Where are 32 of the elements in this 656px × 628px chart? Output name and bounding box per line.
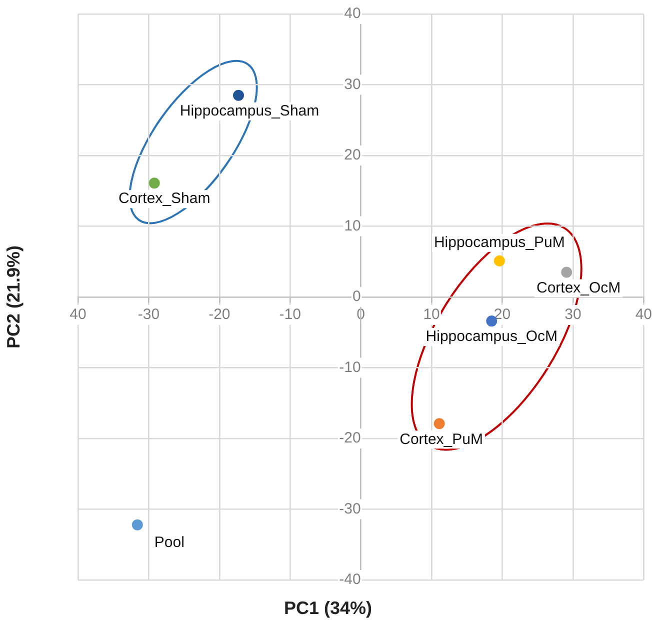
y-tick-label: -40	[339, 571, 361, 588]
series-label: Cortex_Sham	[118, 190, 210, 208]
series-label: Hippocampus_Sham	[180, 102, 320, 120]
x-tick-label: 40	[70, 306, 86, 324]
x-tick-label: 30	[564, 306, 582, 324]
y-tick-label: -10	[339, 358, 361, 376]
y-tick-label: 0	[352, 288, 361, 306]
y-tick-label: 10	[344, 217, 361, 234]
x-tick-label: -30	[138, 306, 160, 324]
x-axis-title: PC1 (34%)	[282, 598, 374, 619]
point	[132, 519, 143, 530]
x-tick-label: 20	[494, 306, 511, 324]
series-label: Hippocampus_OcM	[426, 328, 558, 346]
series-label: Cortex_PuM	[400, 430, 483, 448]
x-tick-label: 10	[423, 306, 440, 324]
x-tick-label: 40	[635, 306, 652, 324]
point	[494, 255, 505, 266]
point	[233, 90, 244, 101]
point	[561, 266, 572, 278]
series-label: Hippocampus_PuM	[434, 234, 565, 252]
y-tick-label: -30	[339, 500, 361, 518]
y-tick-label: -20	[339, 430, 361, 447]
point	[434, 418, 445, 430]
series-label: Pool	[154, 534, 184, 551]
series-label: Cortex_OcM	[536, 279, 621, 296]
y-tick-label: 30	[344, 76, 361, 93]
y-tick-label: 20	[344, 146, 361, 164]
x-tick-label: -10	[279, 306, 301, 324]
x-tick-label: -20	[208, 306, 230, 324]
point	[148, 178, 160, 189]
y-axis-title: PC2 (21.9%)	[4, 245, 24, 349]
y-tick-label: 40	[344, 5, 361, 22]
